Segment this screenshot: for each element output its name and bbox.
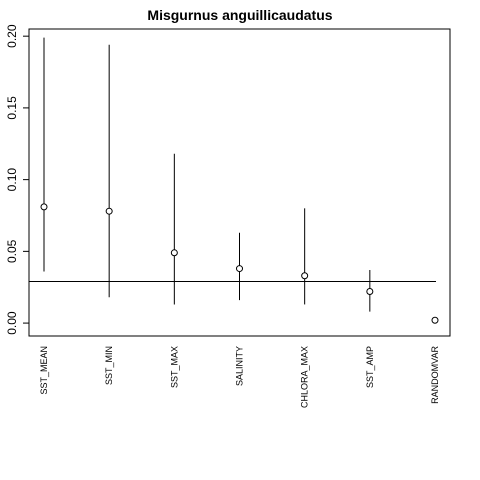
x-tick-label: SALINITY (235, 346, 245, 386)
chart-title: Misgurnus anguillicaudatus (147, 7, 332, 23)
y-tick-label: 0.10 (5, 168, 19, 192)
y-tick-label: 0.15 (5, 96, 19, 120)
point-sst-min (105, 207, 113, 215)
x-tick-label: RANDOMVAR (430, 346, 440, 404)
y-tick-label: 0.05 (5, 239, 19, 263)
point-randomvar (431, 316, 439, 324)
point-chlora-max (301, 272, 309, 280)
x-tick-label: SST_MIN (104, 346, 114, 385)
point-sst-max (170, 249, 178, 257)
x-tick-label: CHLORA_MAX (300, 346, 310, 408)
x-tick-label: SST_MEAN (39, 346, 49, 395)
point-sst-mean (40, 203, 48, 211)
y-tick-label: 0.00 (5, 311, 19, 335)
point-salinity (236, 265, 243, 273)
chart-marks (29, 37, 439, 324)
x-tick-label: SST_AMP (365, 346, 375, 388)
y-tick-label: 0.20 (5, 24, 19, 48)
x-axis: SST_MEAN SST_MIN SST_MAX SALINITY CHLORA_MAX… (39, 346, 440, 409)
point-sst-amp (366, 288, 374, 296)
x-tick-label: SST_MAX (169, 346, 179, 388)
y-axis: 0.00 0.05 0.10 0.15 0.20 (5, 24, 30, 335)
